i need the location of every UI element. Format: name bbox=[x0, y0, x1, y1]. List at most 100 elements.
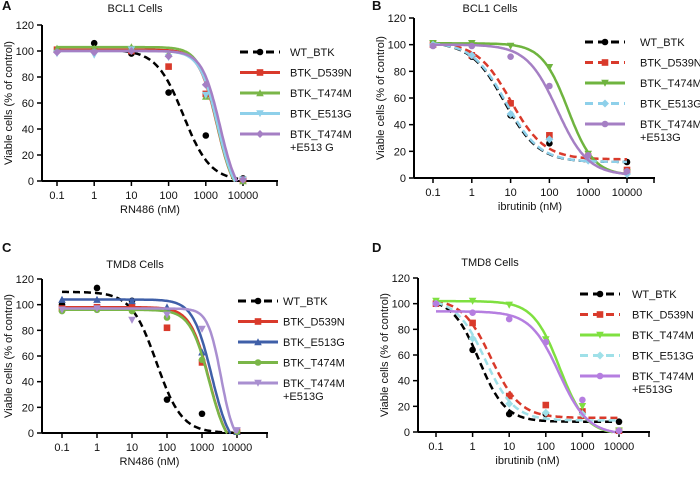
data-point bbox=[202, 91, 210, 99]
legend-marker bbox=[596, 311, 604, 318]
data-point bbox=[507, 100, 514, 107]
y-tick-label: 40 bbox=[22, 124, 34, 136]
y-axis-label: Viable cells (% of control) bbox=[379, 293, 391, 417]
legend-label: +E513G bbox=[640, 132, 681, 144]
y-tick-label: 60 bbox=[398, 350, 410, 362]
data-point bbox=[468, 334, 477, 343]
data-point bbox=[128, 303, 136, 311]
data-point bbox=[58, 306, 66, 314]
x-tick-label: 1000 bbox=[576, 187, 600, 199]
fit-curve bbox=[62, 290, 238, 435]
legend-label: BTK_E513G bbox=[632, 351, 694, 363]
legend-label: +E513 G bbox=[290, 142, 334, 154]
legend-label: BTK_T474M bbox=[283, 358, 345, 370]
data-point bbox=[128, 297, 136, 305]
x-tick-label: 100 bbox=[158, 442, 176, 454]
series-wt-btk bbox=[432, 300, 623, 426]
data-point bbox=[165, 63, 172, 70]
data-point bbox=[90, 48, 99, 57]
legend-marker bbox=[254, 338, 262, 346]
legend-label: BTK_E513G bbox=[640, 99, 700, 111]
chart-title: TMD8 Cells bbox=[106, 259, 164, 271]
legend-marker bbox=[254, 297, 262, 305]
legend-item: BTK_T474M+E513G bbox=[580, 371, 694, 396]
fit-curve bbox=[435, 299, 619, 420]
panel-label: D bbox=[372, 240, 381, 255]
legend-label: +E513G bbox=[283, 391, 324, 403]
data-point bbox=[128, 316, 136, 324]
data-point bbox=[469, 309, 476, 316]
data-point bbox=[198, 356, 206, 364]
y-tick-label: 100 bbox=[392, 299, 410, 311]
legend-marker bbox=[596, 372, 604, 380]
x-tick-label: 10 bbox=[126, 442, 138, 454]
legend-marker bbox=[256, 110, 264, 118]
legend-marker bbox=[601, 59, 609, 66]
x-axis-label: RN486 (nM) bbox=[120, 204, 180, 216]
chart-title: BCL1 Cells bbox=[462, 3, 518, 15]
legend-marker bbox=[256, 89, 264, 97]
data-point bbox=[127, 47, 136, 55]
legend-item: BTK_D539N bbox=[240, 68, 352, 80]
y-tick-label: 100 bbox=[16, 300, 34, 312]
data-point bbox=[615, 427, 623, 435]
data-point bbox=[164, 52, 173, 61]
series-btk-t474m-e513g bbox=[58, 305, 241, 435]
series-btk-e513g bbox=[58, 295, 241, 436]
x-tick-label: 1000 bbox=[570, 441, 594, 453]
data-point bbox=[432, 300, 440, 307]
legend-label: WT_BTK bbox=[640, 37, 685, 49]
data-point bbox=[578, 403, 587, 411]
fit-curve bbox=[435, 301, 619, 422]
legend-item: BTK_T474M+E513 G bbox=[240, 129, 352, 154]
data-point bbox=[507, 53, 514, 60]
legend-item: BTK_D539N bbox=[238, 317, 345, 329]
y-tick-label: 40 bbox=[398, 376, 410, 388]
data-point bbox=[93, 295, 101, 303]
legend-item: WT_BTK bbox=[240, 47, 335, 59]
y-tick-label: 120 bbox=[16, 20, 34, 32]
data-point bbox=[468, 42, 476, 50]
legend-item: BTK_E513G bbox=[240, 109, 352, 121]
series-btk-e513g bbox=[432, 299, 623, 435]
data-point bbox=[506, 42, 515, 50]
data-point bbox=[505, 399, 514, 408]
series-btk-d539n bbox=[58, 303, 241, 436]
y-tick-label: 60 bbox=[22, 98, 34, 110]
series-btk-t474m bbox=[429, 40, 631, 177]
legend-item: BTK_T474M bbox=[580, 330, 694, 342]
legend-label: WT_BTK bbox=[290, 47, 335, 59]
y-tick-label: 40 bbox=[22, 377, 34, 389]
data-point bbox=[505, 301, 513, 309]
x-tick-label: 1 bbox=[91, 190, 97, 202]
y-tick-label: 100 bbox=[16, 46, 34, 58]
legend-item: BTK_T474M+E513G bbox=[585, 119, 700, 144]
legend-item: BTK_E513G bbox=[580, 351, 694, 363]
legend-item: BTK_D539N bbox=[585, 58, 700, 70]
legend-label: +E513G bbox=[632, 384, 673, 396]
legend-marker bbox=[256, 130, 264, 138]
x-tick-label: 10000 bbox=[604, 441, 635, 453]
panel-b: B BCL1 Cells 0 20 40 60 80 100 120 0.1 1 10 100 1000 1… bbox=[372, 0, 700, 213]
data-point bbox=[546, 132, 553, 139]
legend-marker bbox=[254, 379, 262, 387]
x-tick-label: 10000 bbox=[228, 190, 259, 202]
x-tick-label: 10000 bbox=[222, 442, 253, 454]
data-point bbox=[93, 284, 101, 292]
data-point bbox=[615, 418, 623, 426]
legend-label: BTK_T474M bbox=[640, 78, 700, 90]
y-axis-label: Viable cells (% of control) bbox=[3, 294, 15, 418]
x-tick-label: 100 bbox=[159, 190, 177, 202]
y-tick-label: 100 bbox=[388, 40, 406, 52]
x-tick-label: 0.1 bbox=[428, 441, 443, 453]
fit-curve bbox=[62, 308, 229, 435]
panel-label: B bbox=[372, 0, 381, 13]
x-tick-label: 1 bbox=[469, 187, 475, 199]
data-point bbox=[623, 168, 631, 175]
y-tick-label: 20 bbox=[394, 146, 406, 158]
legend-label: WT_BTK bbox=[283, 296, 328, 308]
data-point bbox=[545, 135, 554, 144]
data-point bbox=[542, 338, 550, 346]
x-tick-label: 10 bbox=[125, 190, 137, 202]
